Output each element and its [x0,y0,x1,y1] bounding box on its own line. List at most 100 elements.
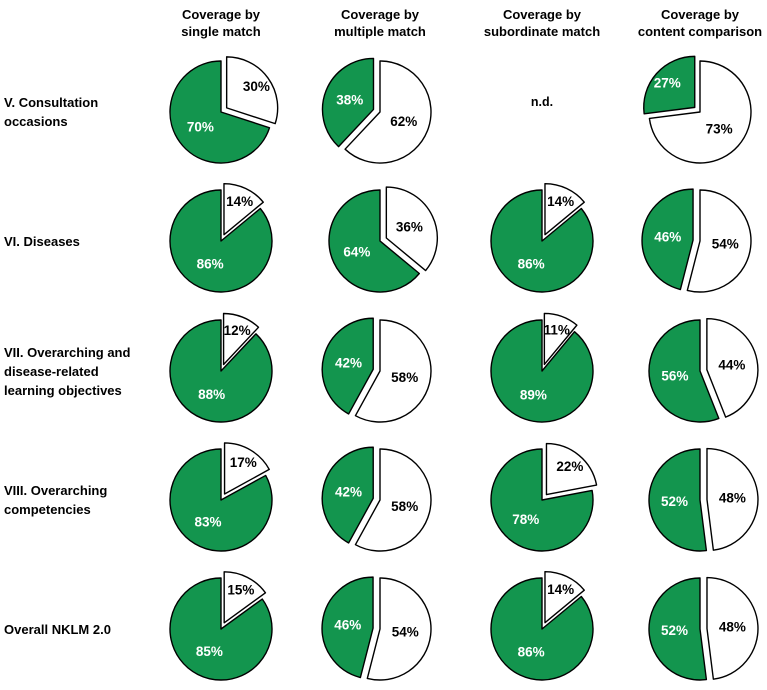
covered-slice [169,319,273,423]
covered-value-label: 42% [335,355,362,370]
not-covered-slice [223,442,270,495]
column-header-multiple-match: Coverage by multiple match [295,6,465,40]
not-covered-slice [706,447,759,551]
not-covered-value-label: 58% [391,370,418,385]
not-covered-slice [686,189,752,293]
covered-slice [648,319,720,423]
row-label-line: VII. Overarching and [4,344,131,360]
covered-slice [321,446,374,544]
column-header-line: multiple match [334,24,426,39]
pie-vii-overarching-learning-objectives-single-match: 88% 12% [169,312,273,423]
column-header-line: subordinate match [483,24,601,39]
pie-overall-nklm-single-match: 85% 15% [169,571,273,681]
row-label-vi-diseases: VI. Diseases [4,232,162,251]
covered-slice [321,576,374,679]
covered-value-label: 46% [654,229,681,244]
covered-slice [648,448,708,552]
pie-vii-overarching-learning-objectives-content-comparison: 56% 44% [648,317,759,423]
not-covered-slice [354,319,432,423]
column-header-line: Coverage by [660,7,740,22]
not-covered-value-label: 14% [226,194,253,209]
pie-v-consultation-occasions-content-comparison: 27% 73% [643,55,752,164]
row-label-line: learning objectives [4,382,122,398]
not-covered-slice [544,570,585,624]
covered-slice [321,317,374,415]
covered-slice [490,189,594,293]
not-covered-value-label: 11% [544,322,570,337]
covered-value-label: 78% [512,512,539,527]
not-covered-slice [648,60,752,164]
not-covered-value-label: 22% [556,459,583,474]
row-label-line: competencies [4,502,91,517]
pie-overall-nklm-subordinate-match: 86% 14% [490,570,594,681]
not-covered-slice [544,182,585,236]
covered-slice [169,189,273,293]
covered-value-label: 64% [343,244,370,259]
covered-value-label: 56% [661,368,688,383]
covered-slice [490,448,594,552]
covered-slice [169,60,271,164]
column-header-line: Coverage by [340,7,420,22]
not-covered-slice [344,60,432,164]
not-covered-value-label: 54% [712,237,739,252]
column-header-line: Coverage by [181,7,261,22]
not-covered-slice [225,56,279,125]
not-covered-slice [366,577,432,681]
not-covered-value-label: 48% [719,490,746,505]
column-header-line: single match [181,24,261,39]
pie-viii-overarching-competencies-single-match: 83% 17% [169,442,273,552]
not-covered-value-label: 15% [227,583,254,598]
covered-slice [490,319,594,423]
covered-slice [641,188,694,291]
row-label-line: disease-related [4,363,99,379]
row-label-line: VI. Diseases [4,233,80,249]
not-covered-slice [385,186,439,272]
row-label-viii-overarching-competencies: VIII. Overarching competencies [4,481,162,519]
covered-slice [169,577,273,681]
not-covered-value-label: 17% [230,455,257,470]
column-header-line: content comparison [637,24,763,39]
not-covered-value-label: 14% [547,582,574,597]
not-covered-value-label: 62% [390,114,417,129]
column-header-content-comparison: Coverage by content comparison [615,6,767,40]
covered-slice [648,577,708,681]
column-header-single-match: Coverage by single match [136,6,306,40]
not-covered-value-label: 30% [243,79,270,94]
covered-value-label: 83% [195,514,222,529]
covered-value-label: 89% [520,387,547,402]
column-header-line: Coverage by [502,7,582,22]
row-label-line: Overall NKLM 2.0 [4,621,111,637]
not-covered-value-label: 12% [224,323,251,338]
pie-overall-nklm-content-comparison: 52% 48% [648,576,759,681]
column-header-subordinate-match: Coverage by subordinate match [457,6,627,40]
not-covered-value-label: 14% [547,194,574,209]
row-label-line: V. Consultation [4,95,99,110]
not-covered-value-label: 44% [718,357,745,372]
not-covered-slice [222,312,260,366]
pie-vi-diseases-multiple-match: 64% 36% [328,186,439,293]
covered-slice [490,577,594,681]
not-covered-value-label: 73% [706,121,733,136]
pie-vii-overarching-learning-objectives-multiple-match: 42% 58% [321,317,432,423]
covered-value-label: 86% [197,257,224,272]
pie-viii-overarching-competencies-subordinate-match: 78% 22% [490,442,598,552]
row-label-line: VIII. Overarching [4,483,108,498]
pie-vi-diseases-content-comparison: 46% 54% [641,188,752,293]
not-covered-value-label: 48% [719,619,746,634]
covered-slice [643,55,696,115]
covered-value-label: 42% [335,484,362,499]
row-label-vii-overarching-learning-objectives: VII. Overarching and disease-related learn… [4,343,162,400]
covered-value-label: 70% [187,119,214,134]
not-covered-slice [706,576,759,680]
pie-overall-nklm-multiple-match: 46% 54% [321,576,432,681]
pie-v-consultation-occasions-single-match: 70% 30% [169,56,279,164]
not-covered-slice [543,312,578,366]
covered-value-label: 86% [518,257,545,272]
row-label-v-consultation-occasions: V. Consultation occasions [4,93,162,131]
covered-slice [328,189,420,293]
covered-value-label: 88% [198,387,225,402]
pie-v-consultation-occasions-multiple-match: 38% 62% [321,57,432,164]
covered-value-label: 85% [196,644,223,659]
not-covered-slice [545,442,598,496]
